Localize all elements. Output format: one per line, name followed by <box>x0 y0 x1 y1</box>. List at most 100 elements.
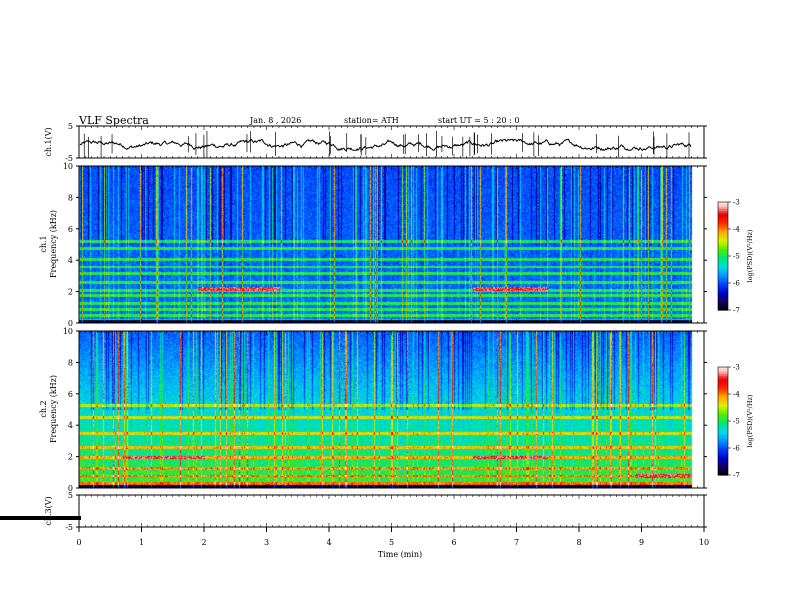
colorbar-swatch <box>718 227 728 230</box>
colorbar-tick-label: -5 <box>733 418 740 426</box>
x-tick-label: 0 <box>76 538 81 547</box>
colorbar-swatch <box>718 401 728 404</box>
ch3-wave-frame <box>78 494 705 528</box>
colorbar-swatch <box>718 247 728 250</box>
colorbar-swatch <box>718 214 728 217</box>
x-tick-label: 3 <box>264 538 269 547</box>
ch1-spec-ytick-label: 10 <box>63 162 73 171</box>
x-tick-label: 8 <box>576 538 581 547</box>
colorbar-swatch <box>718 241 728 244</box>
ch3-waveform-panel: 5 -5 <box>0 491 707 532</box>
ch2-spec-ytick-label: 0 <box>68 484 73 493</box>
time-axis: 0 1 2 3 4 5 6 7 8 9 10 <box>76 527 709 547</box>
ch1-spectrogram-panel: 10 8 6 4 2 0 <box>63 162 707 328</box>
ch1-frequency-ylabel: ch.1 Frequency (kHz) <box>39 210 58 278</box>
colorbar-swatch <box>718 458 728 462</box>
colorbar-swatch <box>718 374 728 377</box>
colorbar-swatch <box>718 230 728 234</box>
ch1-spec-ytick-label: 8 <box>68 193 73 202</box>
ch2-spectrogram-image <box>79 331 704 488</box>
colorbar-swatch <box>718 457 728 460</box>
colorbar-swatch <box>718 292 728 295</box>
colorbar-swatch <box>718 245 728 248</box>
ch3-voltage-ylabel: ch.3(V) <box>44 496 53 525</box>
colorbar-swatch <box>718 239 728 243</box>
colorbar-swatch <box>718 433 728 436</box>
colorbar-swatch <box>718 440 728 444</box>
colorbar-tick-label: -6 <box>733 445 740 453</box>
colorbar-swatch <box>718 368 728 372</box>
x-tick-label: 6 <box>451 538 456 547</box>
ch1-voltage-ylabel: ch.1(V) <box>44 127 53 156</box>
colorbar-swatch <box>718 406 728 409</box>
colorbar-swatch <box>718 254 728 257</box>
colorbar-swatch <box>718 223 728 226</box>
colorbar-swatch <box>718 229 728 232</box>
colorbar-swatch <box>718 467 728 471</box>
colorbar-swatch <box>718 256 728 259</box>
colorbar-swatch <box>718 286 728 289</box>
colorbar-swatch <box>718 376 728 379</box>
colorbar-swatch <box>718 394 728 397</box>
colorbar-swatch <box>718 220 728 223</box>
colorbar-swatch <box>718 449 728 453</box>
colorbar-swatch <box>718 435 728 438</box>
ch1-waveform-line <box>79 138 692 152</box>
colorbar-swatch <box>718 275 728 279</box>
colorbar-swatch <box>718 453 728 456</box>
colorbar-swatch <box>718 232 728 235</box>
x-axis-label: Time (min) <box>378 550 422 559</box>
colorbar-swatch <box>718 212 728 216</box>
colorbar-swatch <box>718 421 728 424</box>
header-station: station= ATH <box>344 116 399 125</box>
colorbar-swatch <box>718 415 728 418</box>
ch2-spec-ytick-label: 10 <box>63 327 73 336</box>
colorbar-swatch <box>718 279 728 282</box>
colorbar-swatch <box>718 281 728 284</box>
x-tick-label: 7 <box>514 538 519 547</box>
chart-title: VLF Spectra <box>78 114 149 127</box>
x-tick-label: 4 <box>326 538 331 547</box>
ch1-spec-ytick-label: 0 <box>68 319 73 328</box>
colorbar-tick-label: -5 <box>733 253 740 261</box>
colorbar-swatch <box>718 250 728 253</box>
colorbar-swatch <box>718 367 728 370</box>
colorbar-swatch <box>718 284 728 288</box>
ch1-frequency-ylabel-line2: Frequency (kHz) <box>49 210 58 278</box>
ch2-colorbar: -3 -4 -5 -6 -7 log(PSD)(V²/Hz) <box>717 364 754 480</box>
ch1-spec-ytick-label: 4 <box>68 256 73 265</box>
ch2-frequency-ylabel-line1: ch.2 <box>39 400 48 417</box>
colorbar-swatch <box>718 209 728 212</box>
colorbar-swatch <box>718 277 728 280</box>
ch2-spec-ytick-label: 6 <box>68 390 73 399</box>
colorbar-swatch <box>718 238 728 241</box>
colorbar-swatch <box>718 469 728 472</box>
header-start-ut: start UT = 5 : 20 : 0 <box>438 116 519 125</box>
colorbar-swatch <box>718 203 728 207</box>
colorbar-swatch <box>718 205 728 208</box>
colorbar-swatch <box>718 397 728 400</box>
colorbar-swatch <box>718 299 728 302</box>
colorbar-label: log(PSD)(V²/Hz) <box>746 229 754 282</box>
colorbar-swatch <box>718 207 728 210</box>
colorbar-swatch <box>718 261 728 264</box>
colorbar-swatch <box>718 460 728 463</box>
ch1-waveform-panel: 5 -5 <box>65 122 707 163</box>
ch1-spec-ytick-label: 6 <box>68 225 73 234</box>
colorbar-swatch <box>718 444 728 447</box>
colorbar-swatch <box>718 211 728 214</box>
ch3-wave-ytick-label: 5 <box>68 491 73 500</box>
colorbar-swatch <box>718 248 728 252</box>
colorbar-swatch <box>718 202 728 205</box>
colorbar-swatch <box>718 370 728 373</box>
ch1-colorbar: -3 -4 -5 -6 -7 log(PSD)(V²/Hz) <box>717 199 754 315</box>
colorbar-swatch <box>718 290 728 293</box>
colorbar-swatch <box>718 218 728 221</box>
colorbar-swatch <box>718 234 728 237</box>
colorbar-tick-label: -7 <box>733 307 740 315</box>
colorbar-tick-label: -6 <box>733 280 740 288</box>
colorbar-swatch <box>718 377 728 381</box>
colorbar-swatch <box>718 270 728 273</box>
ch2-spectrogram-panel: 10 8 6 4 2 0 <box>63 327 707 493</box>
colorbar-swatch <box>718 225 728 228</box>
